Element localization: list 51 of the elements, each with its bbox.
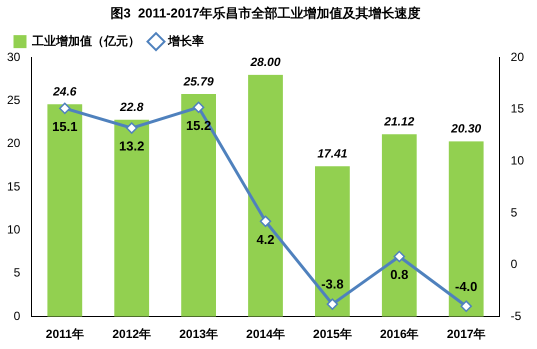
- data-label: 15.2: [186, 118, 212, 133]
- x-tick-label: 2011年: [46, 327, 84, 342]
- x-tick-label: 2014年: [246, 327, 285, 342]
- x-tick-label: 2012年: [112, 327, 152, 342]
- chart-title: 图3 2011-2017年乐昌市全部工业增加值及其增长速度: [110, 5, 420, 20]
- y2-tick-label: 20: [510, 50, 524, 64]
- point: [394, 250, 406, 262]
- bar: [448, 141, 484, 317]
- data-label: -4.0: [455, 278, 478, 294]
- point: [59, 102, 71, 114]
- y2-tick-label: -5: [510, 308, 522, 323]
- y-tick-label: 0: [14, 308, 21, 323]
- data-label: 21.12: [383, 114, 415, 129]
- point: [126, 122, 138, 134]
- data-label: 0.8: [390, 267, 408, 282]
- data-label: 22.8: [119, 100, 144, 114]
- data-label: 13.2: [119, 138, 144, 154]
- x-tick-label: 2015年: [313, 327, 352, 342]
- point: [192, 102, 204, 114]
- bar: [47, 104, 82, 317]
- data-label: 4.2: [256, 232, 275, 247]
- y-tick-label: 15: [6, 179, 21, 194]
- bar: [248, 74, 283, 317]
- point: [326, 298, 338, 310]
- data-label: 28.00: [249, 55, 281, 70]
- y2-tick-label: 15: [510, 102, 524, 116]
- y2-tick-label: 0: [510, 257, 518, 272]
- bar: [181, 94, 216, 317]
- point: [460, 300, 472, 312]
- data-label: 17.41: [317, 146, 348, 161]
- y-tick-label: 20: [6, 136, 21, 150]
- y-tick-label: 10: [6, 222, 21, 237]
- bar: [382, 134, 417, 317]
- y2-tick-label: 5: [510, 205, 518, 220]
- legend-label: 增长率: [167, 34, 204, 48]
- y-tick-label: 5: [14, 266, 21, 280]
- y-tick-label: 25: [6, 93, 21, 108]
- bar: [315, 166, 350, 317]
- x-tick-label: 2017年: [446, 327, 486, 342]
- data-label: 20.30: [450, 122, 482, 136]
- data-label: -3.8: [321, 276, 344, 292]
- y2-tick-label: 10: [510, 154, 524, 168]
- x-tick-label: 2013年: [179, 327, 218, 342]
- data-label: 15.1: [52, 118, 78, 134]
- data-label: 25.79: [182, 74, 214, 88]
- point: [260, 216, 272, 228]
- y-tick-label: 30: [6, 50, 21, 64]
- data-label: 24.6: [52, 84, 77, 99]
- bar: [114, 120, 150, 317]
- legend-label: 工业增加值（亿元）: [31, 34, 140, 48]
- x-tick-label: 2016年: [380, 327, 419, 342]
